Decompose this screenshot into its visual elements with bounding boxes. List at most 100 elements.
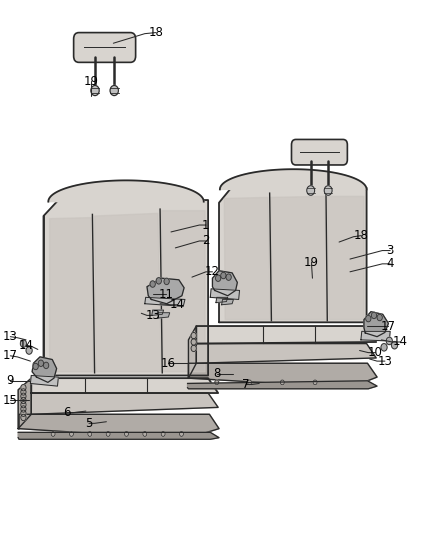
Text: 9: 9 <box>7 374 14 387</box>
Circle shape <box>164 278 169 285</box>
Circle shape <box>21 406 26 412</box>
Circle shape <box>21 397 26 403</box>
Polygon shape <box>271 196 327 320</box>
Text: 18: 18 <box>353 229 368 242</box>
Polygon shape <box>18 378 31 429</box>
Text: 14: 14 <box>170 298 185 311</box>
Circle shape <box>88 432 92 437</box>
Circle shape <box>21 340 26 348</box>
Polygon shape <box>220 169 367 189</box>
Circle shape <box>324 185 332 195</box>
Text: 19: 19 <box>84 75 99 88</box>
Text: 12: 12 <box>205 265 220 278</box>
Circle shape <box>143 432 147 437</box>
Circle shape <box>51 432 55 437</box>
Text: 16: 16 <box>160 357 176 370</box>
Polygon shape <box>327 196 364 320</box>
Polygon shape <box>222 300 233 305</box>
Text: 17: 17 <box>381 320 396 333</box>
Polygon shape <box>145 297 185 306</box>
Circle shape <box>392 342 398 349</box>
Text: 2: 2 <box>202 235 210 247</box>
Circle shape <box>307 185 314 195</box>
Circle shape <box>106 432 110 437</box>
Text: 17: 17 <box>3 349 18 362</box>
Text: 14: 14 <box>393 335 408 349</box>
Circle shape <box>366 316 371 322</box>
Polygon shape <box>158 313 170 318</box>
Text: 1: 1 <box>202 219 210 231</box>
Circle shape <box>91 85 99 95</box>
Text: 3: 3 <box>386 244 394 257</box>
Polygon shape <box>95 213 161 372</box>
Text: 13: 13 <box>378 354 392 368</box>
Circle shape <box>191 333 196 339</box>
Circle shape <box>221 272 226 279</box>
Circle shape <box>21 393 26 399</box>
Text: 7: 7 <box>242 378 250 391</box>
Circle shape <box>21 384 26 391</box>
Polygon shape <box>212 271 237 296</box>
Circle shape <box>381 344 387 351</box>
Polygon shape <box>32 357 57 382</box>
Circle shape <box>70 432 74 437</box>
Polygon shape <box>188 326 196 378</box>
Polygon shape <box>19 414 219 439</box>
Circle shape <box>180 432 184 437</box>
Polygon shape <box>219 188 367 322</box>
Circle shape <box>215 275 221 281</box>
Polygon shape <box>31 378 218 393</box>
Polygon shape <box>147 278 184 304</box>
Circle shape <box>21 389 26 395</box>
Circle shape <box>247 380 251 385</box>
Text: 11: 11 <box>158 288 173 301</box>
Circle shape <box>33 364 38 369</box>
Polygon shape <box>210 289 240 300</box>
FancyBboxPatch shape <box>291 140 347 165</box>
Polygon shape <box>216 297 228 303</box>
Text: 6: 6 <box>64 406 71 419</box>
Text: 5: 5 <box>85 417 92 430</box>
Circle shape <box>386 337 392 345</box>
Circle shape <box>191 339 196 345</box>
Circle shape <box>110 85 118 95</box>
Polygon shape <box>18 432 219 439</box>
Text: 15: 15 <box>3 394 18 407</box>
Polygon shape <box>161 211 205 372</box>
Polygon shape <box>224 197 271 320</box>
Text: 19: 19 <box>304 256 319 269</box>
Circle shape <box>43 362 49 368</box>
Circle shape <box>191 345 196 352</box>
Polygon shape <box>196 326 376 344</box>
Polygon shape <box>43 200 208 375</box>
Text: 10: 10 <box>368 346 383 359</box>
Circle shape <box>226 274 231 280</box>
Polygon shape <box>152 310 163 316</box>
Circle shape <box>150 281 155 287</box>
Circle shape <box>26 347 32 354</box>
Circle shape <box>21 410 26 416</box>
Polygon shape <box>188 364 377 387</box>
Circle shape <box>371 312 377 319</box>
FancyBboxPatch shape <box>74 33 136 62</box>
Polygon shape <box>30 375 58 386</box>
Text: 4: 4 <box>386 257 394 270</box>
Text: 8: 8 <box>213 367 220 381</box>
Polygon shape <box>364 312 389 337</box>
Circle shape <box>280 380 284 385</box>
Circle shape <box>377 314 382 321</box>
Polygon shape <box>31 393 218 414</box>
Polygon shape <box>48 180 204 201</box>
Circle shape <box>161 432 165 437</box>
Circle shape <box>21 401 26 408</box>
Polygon shape <box>187 381 377 389</box>
Text: 14: 14 <box>18 338 34 352</box>
Text: 13: 13 <box>3 330 18 343</box>
Polygon shape <box>361 332 390 341</box>
Text: 13: 13 <box>145 309 160 322</box>
Polygon shape <box>49 217 93 372</box>
Polygon shape <box>196 344 376 364</box>
Circle shape <box>156 278 161 284</box>
Circle shape <box>124 432 128 437</box>
Circle shape <box>313 380 317 385</box>
